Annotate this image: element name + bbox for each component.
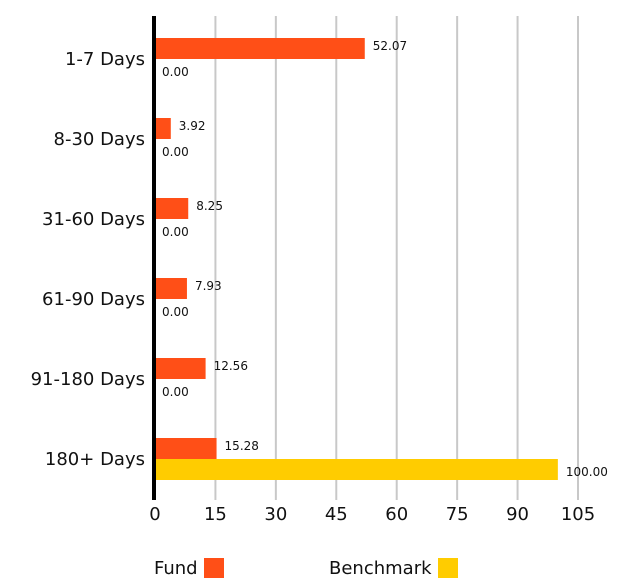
category-label: 8-30 Days — [54, 129, 146, 150]
x-tick-label: 75 — [446, 504, 469, 525]
x-tick-label: 90 — [506, 504, 529, 525]
x-tick-label: 15 — [204, 504, 227, 525]
fund-value-label: 15.28 — [225, 439, 259, 453]
benchmark-value-label: 0.00 — [162, 385, 189, 399]
fund-bar — [155, 278, 187, 299]
fund-value-label: 12.56 — [214, 359, 248, 373]
legend-benchmark: Benchmark — [329, 556, 458, 580]
fund-value-label: 8.25 — [196, 199, 223, 213]
benchmark-bar — [155, 459, 558, 480]
fund-value-label: 7.93 — [195, 279, 222, 293]
legend-benchmark-label: Benchmark — [329, 557, 432, 579]
category-label: 91-180 Days — [31, 369, 145, 390]
benchmark-value-label: 0.00 — [162, 305, 189, 319]
benchmark-value-label: 0.00 — [162, 225, 189, 239]
benchmark-value-label: 100.00 — [566, 465, 608, 479]
fund-bar — [155, 118, 171, 139]
x-tick-label: 60 — [385, 504, 408, 525]
category-label: 1-7 Days — [65, 49, 145, 70]
fund-bar — [155, 38, 365, 59]
fund-bar — [155, 198, 189, 219]
legend-fund-label: Fund — [154, 557, 198, 579]
fund-bar — [155, 358, 206, 379]
benchmark-value-label: 0.00 — [162, 145, 189, 159]
legend-fund: Fund — [154, 556, 224, 580]
x-tick-label: 0 — [149, 504, 160, 525]
legend-benchmark-swatch — [437, 558, 458, 578]
grid-lines — [214, 16, 579, 500]
bars: 52.07 0.00 3.92 0.00 8.25 0.00 7.93 0.00 12.56 0.… — [155, 38, 608, 480]
x-tick-label: 45 — [325, 504, 348, 525]
legend-fund-swatch — [203, 558, 224, 578]
fund-value-label: 3.92 — [179, 119, 206, 133]
fund-value-label: 52.07 — [373, 39, 407, 53]
category-label: 31-60 Days — [42, 209, 145, 230]
fund-bar — [155, 438, 217, 459]
category-label: 180+ Days — [45, 449, 145, 470]
category-label: 61-90 Days — [42, 289, 145, 310]
category-labels: 1-7 Days 8-30 Days 31-60 Days 61-90 Days 91-… — [31, 49, 145, 470]
x-tick-label: 105 — [561, 504, 595, 525]
x-tick-label: 30 — [264, 504, 287, 525]
benchmark-value-label: 0.00 — [162, 65, 189, 79]
x-tick-labels: 0 15 30 45 60 75 90 105 — [149, 504, 595, 525]
